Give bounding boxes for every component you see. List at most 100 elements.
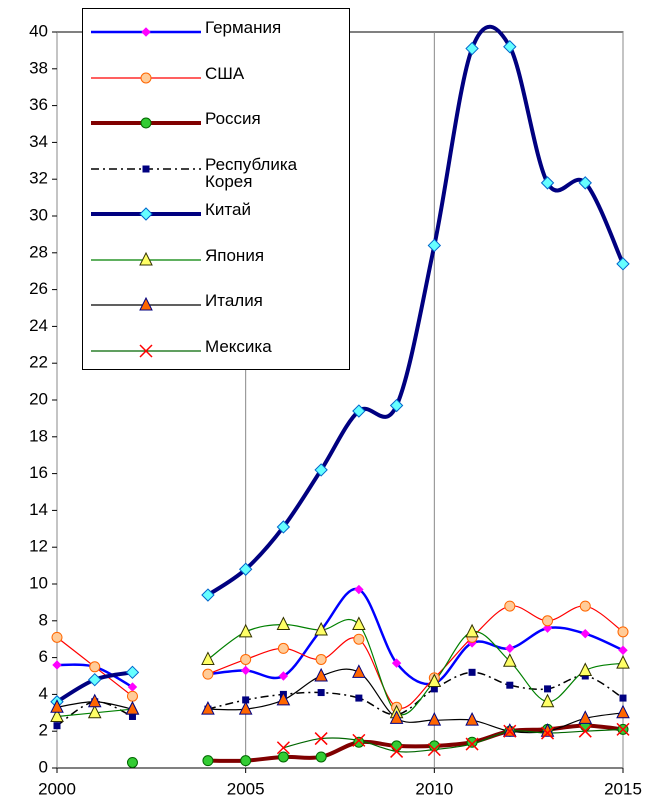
marker <box>87 704 102 719</box>
marker <box>278 671 289 681</box>
marker <box>276 616 291 630</box>
marker <box>314 621 328 636</box>
marker <box>314 732 328 746</box>
marker <box>139 251 153 265</box>
legend-label: США <box>205 63 245 83</box>
y-tick-label: 20 <box>29 389 48 408</box>
marker <box>427 673 442 688</box>
marker <box>465 737 479 751</box>
marker <box>578 176 592 190</box>
y-tick-label: 4 <box>39 684 48 703</box>
marker <box>125 665 140 680</box>
marker <box>276 691 291 706</box>
legend-item: Республика Корея <box>83 146 351 192</box>
marker <box>466 736 478 748</box>
marker <box>276 520 291 534</box>
marker <box>578 710 593 724</box>
marker <box>201 651 215 665</box>
y-tick-label: 8 <box>39 610 48 629</box>
legend-label: Италия <box>205 291 263 310</box>
marker <box>617 626 629 638</box>
marker <box>353 736 365 748</box>
marker <box>141 27 151 37</box>
marker <box>277 751 289 763</box>
legend-item: Италия <box>83 282 351 328</box>
legend-swatch <box>91 27 201 37</box>
y-tick-label: 32 <box>29 169 48 188</box>
y-tick-label: 34 <box>29 132 48 151</box>
x-tick-label: 2010 <box>415 779 453 798</box>
marker <box>240 665 251 676</box>
marker <box>616 704 630 719</box>
legend-item: Китай <box>83 191 351 237</box>
legend-label: Мексика <box>205 336 272 356</box>
marker <box>580 628 590 639</box>
marker <box>616 655 630 669</box>
marker <box>139 296 153 311</box>
marker <box>389 710 404 724</box>
marker <box>355 694 363 702</box>
marker <box>89 661 101 673</box>
marker <box>544 685 552 693</box>
legend-item: Мексика <box>83 328 351 374</box>
marker <box>503 40 517 54</box>
y-tick-label: 14 <box>29 500 48 519</box>
marker <box>465 623 479 638</box>
marker <box>541 726 555 740</box>
marker <box>50 708 64 722</box>
marker <box>240 755 252 767</box>
y-tick-label: 16 <box>29 463 48 482</box>
marker <box>139 207 153 221</box>
legend-label: Япония <box>205 245 265 265</box>
marker <box>142 165 150 172</box>
marker <box>465 41 479 56</box>
legend-swatch <box>91 117 201 129</box>
marker <box>352 404 366 418</box>
marker <box>540 693 555 708</box>
legend-item: Япония <box>83 237 351 283</box>
legend-label: Россия <box>205 109 261 128</box>
marker <box>427 238 442 253</box>
y-tick-label: 28 <box>29 242 48 261</box>
x-tick-label: 2015 <box>604 779 642 798</box>
marker <box>391 658 402 668</box>
marker <box>427 743 441 757</box>
marker <box>51 631 63 643</box>
marker <box>352 616 366 630</box>
y-tick-label: 24 <box>29 316 48 335</box>
marker <box>315 751 327 763</box>
legend-label: Китай <box>205 200 251 219</box>
marker <box>53 722 61 730</box>
marker <box>616 257 630 271</box>
marker <box>503 724 517 738</box>
y-tick-label: 36 <box>29 95 48 114</box>
marker <box>390 744 404 758</box>
y-tick-label: 10 <box>29 573 48 592</box>
marker <box>314 463 328 477</box>
marker <box>276 741 290 755</box>
marker <box>542 615 554 627</box>
marker <box>50 699 64 713</box>
marker <box>465 712 479 726</box>
x-tick-label: 2000 <box>38 779 76 798</box>
y-tick-label: 2 <box>39 721 48 740</box>
marker <box>238 701 253 715</box>
marker <box>201 588 215 602</box>
marker <box>618 645 628 655</box>
marker <box>391 740 403 752</box>
marker <box>616 722 630 736</box>
series-line <box>56 701 133 727</box>
marker <box>277 642 289 654</box>
legend-label: Германия <box>205 18 282 37</box>
marker <box>578 724 592 738</box>
marker <box>428 740 440 752</box>
y-tick-label: 6 <box>39 647 48 666</box>
marker <box>52 660 62 670</box>
marker <box>202 755 214 767</box>
legend-swatch <box>91 251 201 265</box>
series-line <box>283 728 624 753</box>
marker <box>506 681 514 689</box>
legend-item: Россия <box>83 100 351 146</box>
marker <box>579 600 591 612</box>
